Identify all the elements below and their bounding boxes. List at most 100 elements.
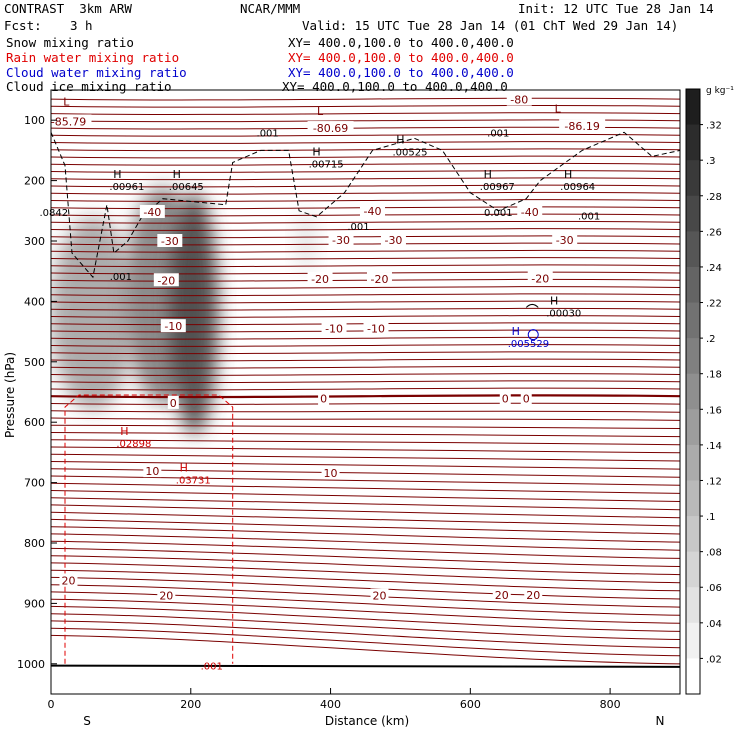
colorbar-swatch [686, 89, 700, 126]
temperature-isoline [51, 526, 680, 543]
temperature-isoline [51, 504, 680, 519]
temperature-label-bg [157, 588, 176, 602]
temperature-label-bg [506, 92, 532, 106]
colorbar-tick-label: .1 [706, 512, 716, 523]
x-tick-label: 800 [600, 698, 621, 711]
temperature-contour-label: -30 [332, 234, 350, 247]
temperature-isoline [51, 394, 680, 399]
extremum-mark: H [173, 168, 181, 181]
temperature-isoline [51, 242, 680, 246]
colorbar-tick-label: .14 [706, 441, 722, 452]
temperature-label-bg [307, 121, 354, 135]
extremum-mark: H [120, 425, 128, 438]
colorbar-tick-label: .26 [706, 227, 722, 238]
temperature-contour-label: -30 [161, 235, 179, 248]
temperature-isoline [51, 191, 680, 195]
extremum-mark: L [63, 95, 70, 108]
y-tick-label: 500 [24, 356, 45, 369]
temperature-label-bg [321, 465, 340, 479]
temperature-label-bg [318, 391, 330, 405]
temperature-label-bg [527, 271, 553, 285]
extremum-mark: L [317, 105, 324, 118]
field-label-cloud-water: Cloud water mixing ratio [6, 65, 187, 80]
temperature-label-bg [45, 114, 92, 128]
org-label: NCAR/MMM [240, 1, 301, 16]
temperature-isoline [51, 104, 680, 108]
temperature-isoline [51, 497, 680, 511]
temperature-label-bg [143, 464, 162, 478]
colorbar-tick-label: .06 [706, 583, 722, 594]
temperature-isoline [51, 453, 680, 462]
colorbar-tick-label: .28 [706, 192, 722, 203]
snow-shade-blob [51, 216, 135, 411]
temperature-contour-label: 20 [526, 589, 540, 602]
temperature-isoline [51, 627, 680, 657]
temperature-contour-label: 20 [61, 574, 75, 587]
temperature-isoline [51, 235, 680, 239]
colorbar-swatch [686, 444, 700, 481]
field-xy-cloud-water: XY= 400.0,100.0 to 400.0,400.0 [288, 65, 514, 80]
temperature-contour-label: -20 [311, 273, 329, 286]
x-tick-label: 600 [460, 698, 481, 711]
temperature-label-bg [520, 391, 532, 405]
field-xy-snow: XY= 400.0,100.0 to 400.0,400.0 [288, 35, 514, 50]
colorbar-tick-label: .24 [706, 263, 722, 274]
temperature-contour-label: -20 [531, 272, 549, 285]
temperature-isoline [51, 439, 680, 446]
temperature-isoline [51, 141, 680, 144]
temperature-isoline [51, 155, 680, 159]
colorbar-swatch [686, 480, 700, 517]
temperature-isoline [51, 475, 680, 486]
y-tick-label: 700 [24, 477, 45, 490]
temperature-isoline [51, 562, 680, 584]
extremum-value: .00645 [169, 182, 204, 193]
temperature-contour-label: 0 [170, 397, 177, 410]
extremum-mark: H [564, 168, 572, 181]
temperature-contour-label: 0 [502, 393, 509, 406]
temperature-contour-label: -10 [164, 320, 182, 333]
temperature-contour-label: -10 [367, 323, 385, 336]
y-tick-label: 400 [24, 295, 45, 308]
temperature-isoline [51, 365, 680, 369]
temperature-isoline [51, 358, 680, 362]
extremum-mark: H [484, 168, 492, 181]
colorbar-swatch [686, 516, 700, 553]
temperature-isoline [51, 300, 680, 304]
colorbar-swatch [686, 409, 700, 446]
temperature-contour-label: 10 [324, 467, 338, 480]
temperature-label-bg [167, 395, 179, 409]
forecast-hours: 3 h [70, 18, 93, 33]
colorbar-tick-label: .32 [706, 121, 722, 132]
extremum-value: .00964 [560, 182, 595, 193]
cloud-ice-contour [51, 131, 680, 279]
temperature-label-bg [517, 205, 543, 219]
plot-frame [50, 89, 681, 695]
extremum-value: .0842 [40, 208, 69, 219]
temperature-isoline [51, 634, 680, 665]
extremum-mark: H [550, 295, 558, 308]
colorbar-tick-label: .08 [706, 548, 722, 559]
temperature-contour-label: 20 [372, 590, 386, 603]
temperature-label-bg [139, 205, 165, 219]
y-axis-label: Pressure (hPa) [3, 352, 17, 438]
temperature-isoline [51, 387, 680, 391]
extremum-value: .00030 [546, 309, 581, 320]
colorbar-tick-label: .04 [706, 619, 722, 630]
colorbar-tick-label: .18 [706, 370, 722, 381]
snow-contour-label: .001 [347, 222, 369, 233]
south-end-label: S [83, 714, 91, 728]
temperature-isoline [51, 533, 680, 551]
temperature-isoline [51, 569, 680, 592]
temperature-isoline [51, 97, 680, 101]
surface-line [51, 664, 680, 668]
x-tick-label: 200 [180, 698, 201, 711]
temperature-isoline [51, 148, 680, 152]
temperature-label-bg [499, 391, 511, 405]
temperature-isoline [51, 249, 680, 253]
north-end-label: N [656, 714, 665, 728]
temperature-contour-label: -40 [364, 205, 382, 218]
temperature-isoline [51, 264, 680, 268]
colorbar-swatch [686, 551, 700, 588]
temperature-isoline [51, 351, 680, 355]
